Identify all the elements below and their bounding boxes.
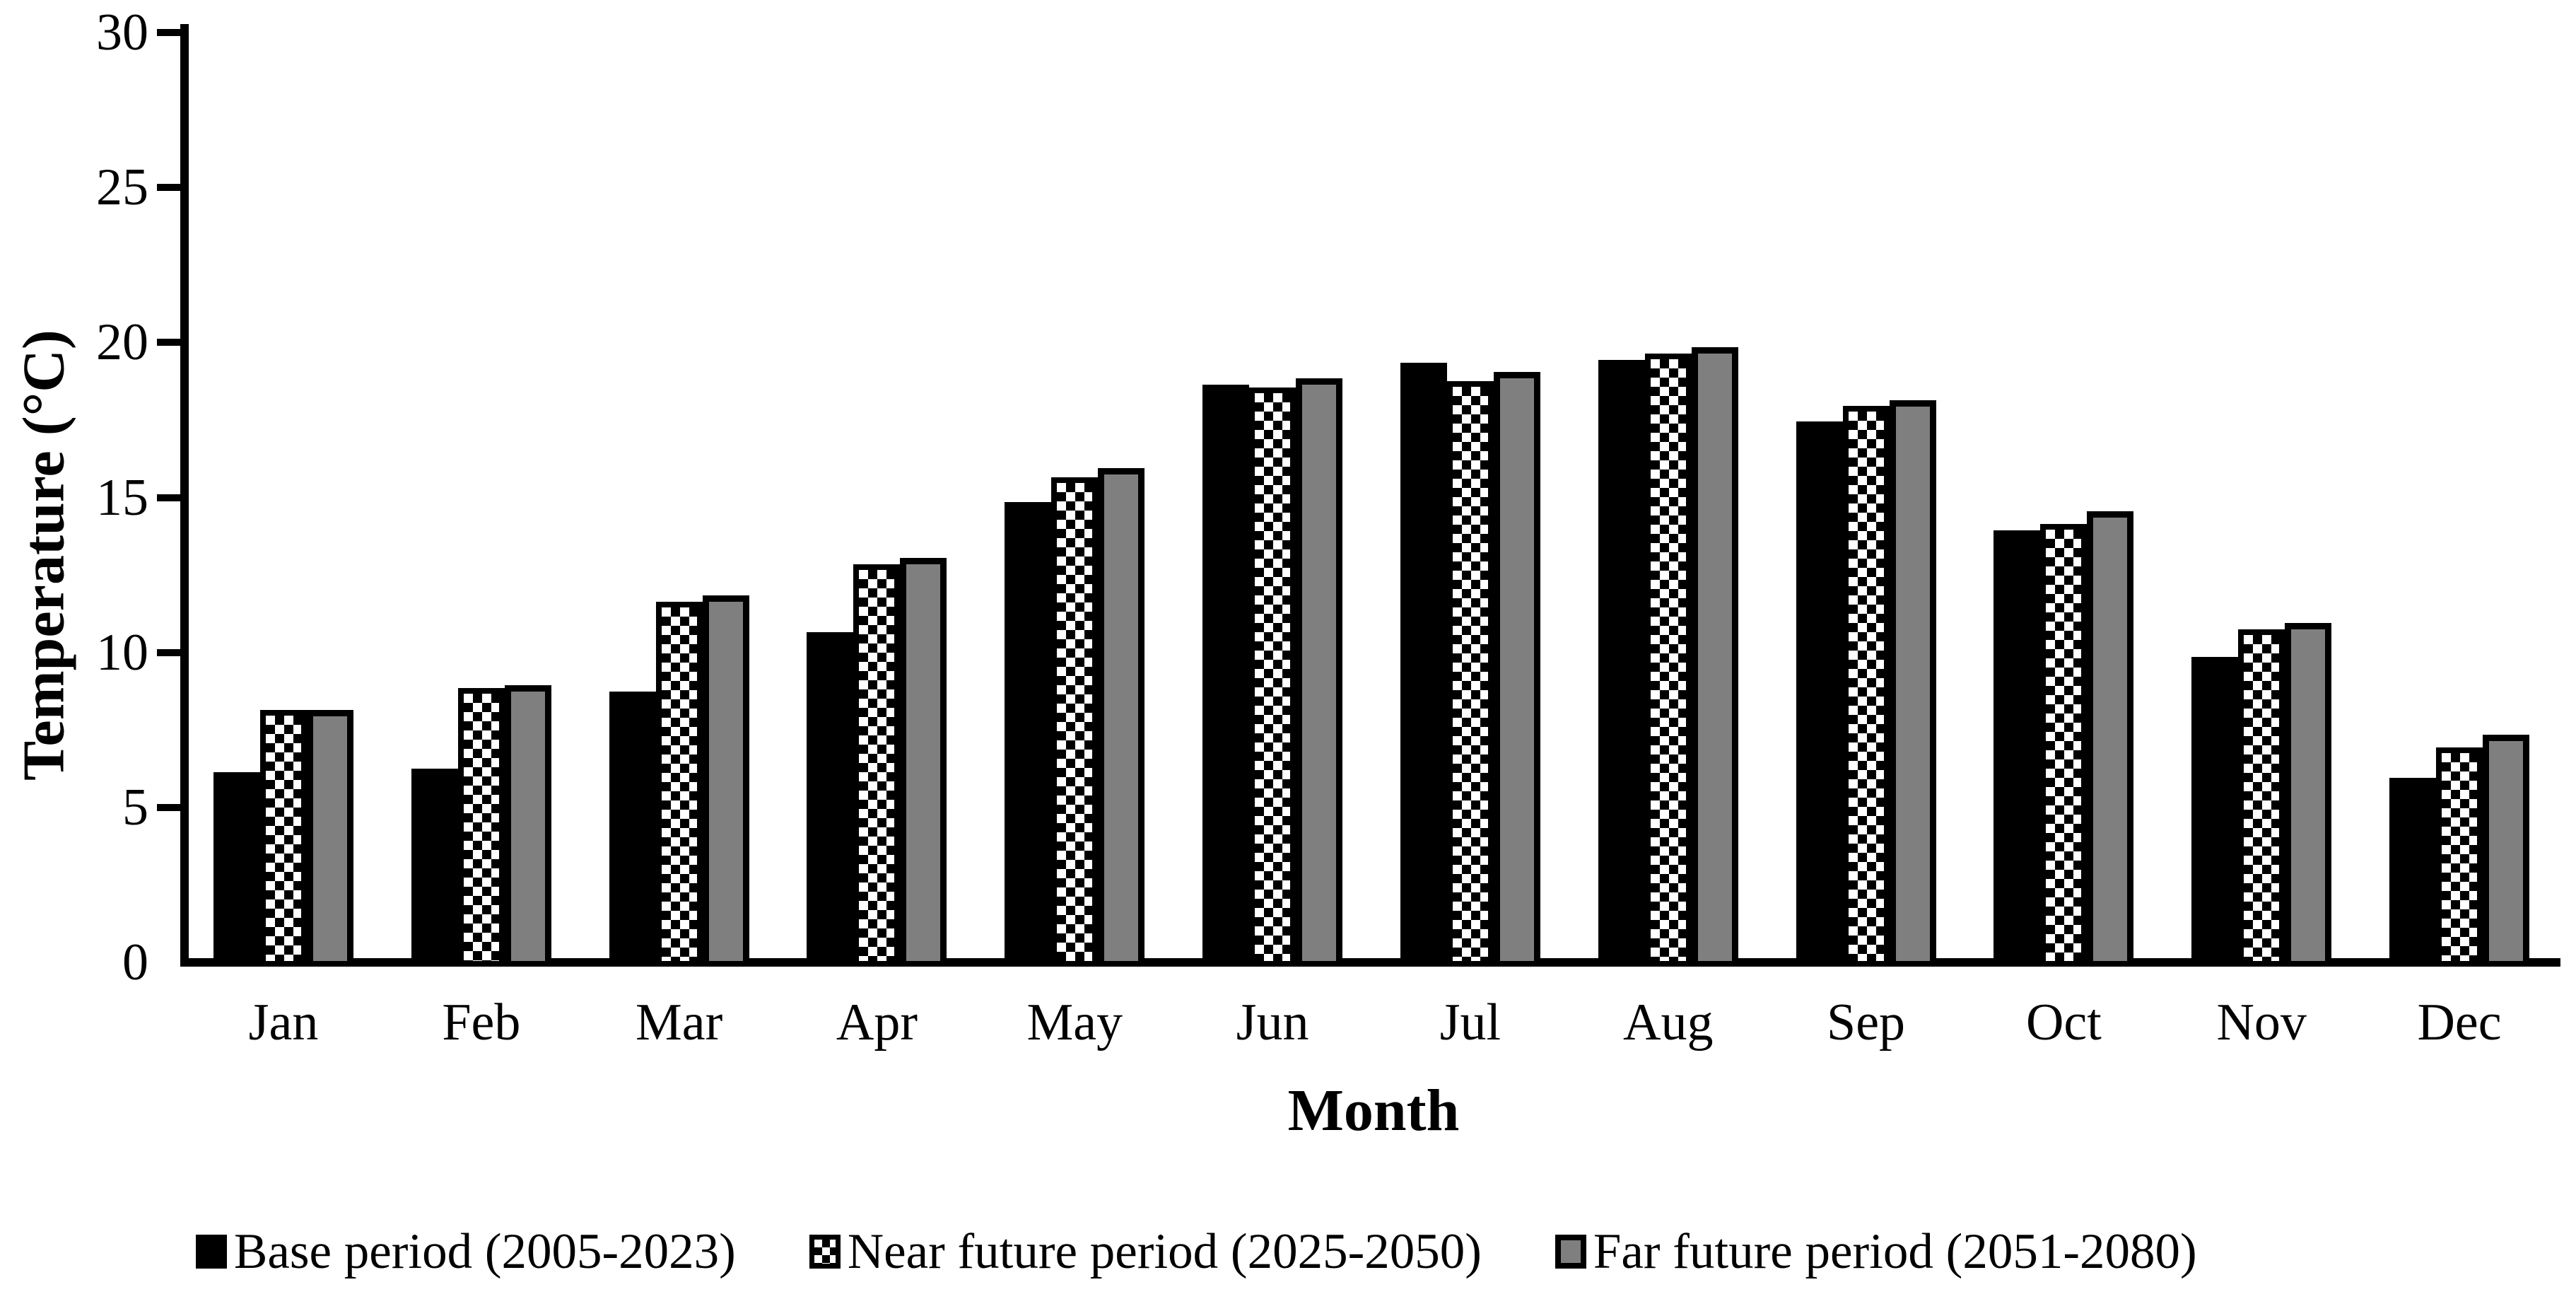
x-axis-line <box>180 958 2560 967</box>
bar-checkered-sep <box>1843 406 1890 961</box>
legend-item: Base period (2005-2023) <box>196 1223 736 1281</box>
legend-item: Near future period (2025-2050) <box>809 1223 1482 1281</box>
legend-marker-gray-icon <box>1555 1235 1586 1269</box>
y-tick <box>157 339 185 346</box>
bar-gray-oct <box>2087 511 2133 961</box>
bar-gray-apr <box>900 558 947 961</box>
legend-label: Base period (2005-2023) <box>234 1223 736 1279</box>
bar-solid-jun <box>1202 385 1249 961</box>
bar-solid-nov <box>2191 657 2238 961</box>
bar-gray-aug <box>1692 347 1738 961</box>
bar-gray-mar <box>703 595 749 961</box>
bar-solid-aug <box>1598 360 1645 961</box>
bar-checkered-jun <box>1249 388 1296 961</box>
x-tick-label-dec: Dec <box>2417 994 2502 1052</box>
bar-checkered-mar <box>656 602 703 961</box>
legend-label: Near future period (2025-2050) <box>847 1223 1482 1279</box>
x-tick-label-aug: Aug <box>1623 994 1714 1052</box>
bar-solid-apr <box>807 632 853 961</box>
legend: Base period (2005-2023) Near future perio… <box>196 1215 2197 1288</box>
y-tick-label: 0 <box>122 933 148 991</box>
y-tick-label: 30 <box>96 4 148 62</box>
y-tick <box>157 648 185 656</box>
bar-solid-oct <box>1994 530 2040 961</box>
x-axis-title: Month <box>1287 1078 1460 1143</box>
x-tick-label-feb: Feb <box>442 994 521 1052</box>
bar-gray-jan <box>307 710 353 961</box>
bar-gray-jun <box>1296 378 1342 961</box>
bar-gray-sep <box>1890 400 1936 961</box>
x-tick-label-sep: Sep <box>1827 994 1906 1052</box>
legend-item: Far future period (2051-2080) <box>1555 1223 2197 1281</box>
legend-label: Far future period (2051-2080) <box>1593 1223 2197 1279</box>
y-tick-label: 20 <box>96 313 148 372</box>
x-tick-label-may: May <box>1026 994 1123 1052</box>
bar-checkered-jul <box>1447 381 1494 961</box>
bar-gray-dec <box>2483 735 2529 961</box>
bar-checkered-oct <box>2040 524 2087 961</box>
x-tick-label-jul: Jul <box>1439 994 1501 1052</box>
bar-solid-jan <box>213 772 260 961</box>
bar-checkered-feb <box>458 688 505 961</box>
bar-gray-jul <box>1494 372 1540 961</box>
bar-gray-may <box>1098 468 1144 961</box>
y-tick-label: 5 <box>122 778 148 837</box>
y-tick <box>157 184 185 192</box>
bar-gray-feb <box>505 685 551 961</box>
bar-checkered-may <box>1051 477 1098 961</box>
y-tick <box>157 803 185 811</box>
bar-checkered-jan <box>260 710 307 961</box>
y-tick-label: 25 <box>96 158 148 217</box>
x-tick-label-nov: Nov <box>2216 994 2307 1052</box>
bar-solid-mar <box>609 692 656 961</box>
bar-checkered-dec <box>2436 747 2483 961</box>
bar-solid-feb <box>411 769 458 961</box>
bar-checkered-apr <box>853 564 900 961</box>
bar-solid-jul <box>1400 363 1447 961</box>
legend-marker-checkered-icon <box>809 1235 841 1269</box>
bar-checkered-nov <box>2238 629 2285 961</box>
bar-checkered-aug <box>1645 354 1692 961</box>
bar-gray-nov <box>2285 623 2331 961</box>
x-tick-label-jan: Jan <box>248 994 319 1052</box>
x-tick-label-apr: Apr <box>836 994 918 1052</box>
y-tick-label: 10 <box>96 623 148 682</box>
x-tick-label-mar: Mar <box>635 994 723 1052</box>
x-tick-label-jun: Jun <box>1236 994 1309 1052</box>
legend-marker-solid-icon <box>196 1235 227 1269</box>
bar-solid-dec <box>2389 778 2436 961</box>
x-tick-label-oct: Oct <box>2025 994 2102 1052</box>
y-axis-title: Temperature (°C) <box>11 330 77 781</box>
bar-solid-sep <box>1796 421 1843 961</box>
y-tick <box>157 29 185 37</box>
y-tick-label: 15 <box>96 468 148 527</box>
y-tick <box>157 494 185 501</box>
bar-solid-may <box>1005 502 1051 961</box>
